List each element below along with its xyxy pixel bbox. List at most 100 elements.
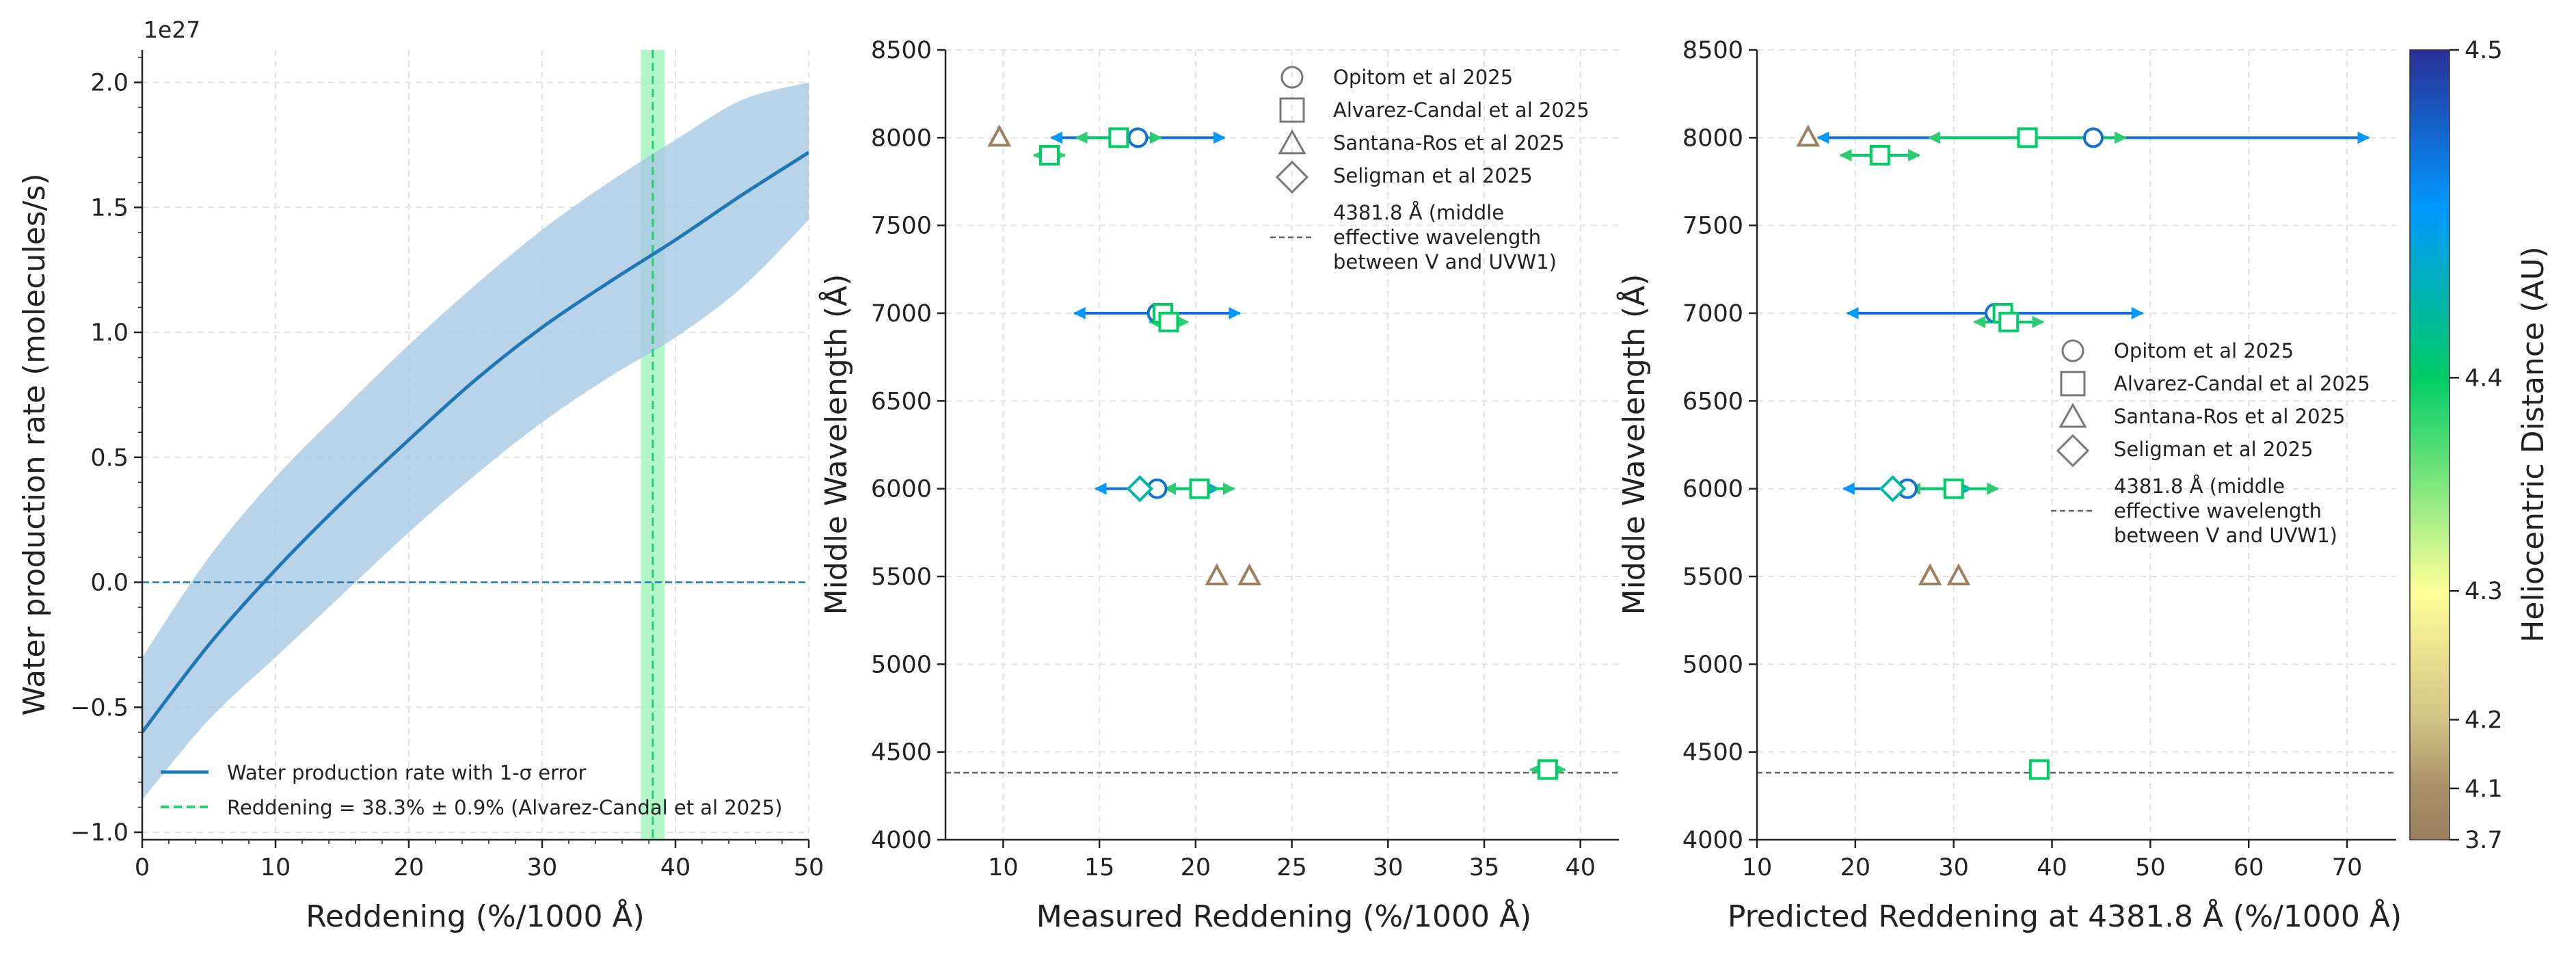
x-tick-label: 35 xyxy=(1469,854,1500,881)
marker-santana-ros xyxy=(1796,124,1821,147)
legend-circle-marker xyxy=(1280,66,1304,89)
colorbar-tick-label: 4.4 xyxy=(2465,364,2503,392)
panel1-legend: Water production rate with 1-σ error Red… xyxy=(161,761,782,819)
x-tick-label: 0 xyxy=(135,854,150,881)
panel-measured-reddening: 10 15 20 25 30 35 40 4000 4500 5000 5500 6000 6500 70… xyxy=(818,37,1619,934)
marker-santana-ros xyxy=(1946,563,1971,585)
legend-triangle-label: Santana-Ros et al 2025 xyxy=(2114,405,2346,428)
legend-triangle-label: Santana-Ros et al 2025 xyxy=(1333,131,1565,155)
colorbar-tick-label: 4.1 xyxy=(2465,775,2503,803)
y-tick-label: 0.5 xyxy=(90,444,129,472)
water-production-error-band xyxy=(142,82,809,800)
marker-santana-ros xyxy=(987,124,1012,147)
x-tick-label: 10 xyxy=(260,854,291,881)
marker-alvarez-candal xyxy=(1537,759,1558,780)
marker-opitom xyxy=(1127,127,1149,148)
legend-label-water: Water production rate with 1-σ error xyxy=(227,761,587,784)
x-tick-label: 50 xyxy=(794,854,824,881)
y-tick-label: −1.0 xyxy=(70,819,129,847)
panel2-ylabel: Middle Wavelength (Å) xyxy=(818,274,854,615)
y-tick-label: 4500 xyxy=(871,739,932,767)
y-tick-label: 6500 xyxy=(871,388,932,415)
y-tick-label: 7000 xyxy=(1682,300,1743,328)
y-tick-label: 2.0 xyxy=(90,70,129,97)
marker-alvarez-candal xyxy=(2028,759,2050,780)
y-tick-label: 7500 xyxy=(871,213,932,240)
marker-seligman xyxy=(1126,475,1154,503)
x-tick-label: 40 xyxy=(660,854,691,881)
water-production-curve xyxy=(142,150,809,734)
colorbar-tick-label: 4.5 xyxy=(2465,37,2503,64)
panel1-ylabel: Water production rate (molecules/s) xyxy=(17,173,52,715)
marker-alvarez-candal xyxy=(1038,145,1060,165)
panel1-xlabel: Reddening (%/1000 Å) xyxy=(306,898,645,934)
legend-refline-label-2: effective wavelength xyxy=(2114,499,2322,522)
y-tick-label: −0.5 xyxy=(70,694,129,721)
legend-diamond-marker xyxy=(2056,434,2090,468)
marker-opitom xyxy=(2082,127,2104,148)
legend-square-marker xyxy=(2060,371,2086,397)
colorbar-tick-label: 4.2 xyxy=(2465,706,2503,734)
panel2-legend: Opitom et al 2025 Alvarez-Candal et al 2… xyxy=(1270,66,1589,274)
legend-label-reddening: Reddening = 38.3% ± 0.9% (Alvarez-Candal… xyxy=(227,796,782,819)
x-tick-label: 30 xyxy=(1938,854,1969,881)
y-tick-label: 8000 xyxy=(1682,124,1743,152)
colorbar-tick-label: 4.3 xyxy=(2465,578,2503,605)
x-tick-label: 40 xyxy=(1565,854,1596,881)
legend-refline-label-2: effective wavelength xyxy=(1333,226,1541,249)
legend-triangle-marker xyxy=(1278,129,1306,155)
marker-alvarez-candal xyxy=(1108,127,1129,148)
y-tick-label: 1.0 xyxy=(90,319,129,347)
marker-santana-ros xyxy=(1205,563,1229,585)
panel3-axes: 10 20 30 40 50 60 70 4000 4500 5000 5500 6000 6500 70… xyxy=(1682,37,2396,881)
panel2-xlabel: Measured Reddening (%/1000 Å) xyxy=(1036,898,1531,934)
panel1-error-band xyxy=(142,50,809,840)
x-tick-label: 40 xyxy=(2037,854,2067,881)
panel3-xlabel: Predicted Reddening at 4381.8 Å (%/1000 … xyxy=(1728,898,2402,934)
legend-diamond-label: Seligman et al 2025 xyxy=(1333,164,1533,187)
y-tick-label: 6500 xyxy=(1682,388,1743,415)
y-tick-label: 1.5 xyxy=(90,194,129,222)
y-tick-label: 4500 xyxy=(1682,739,1743,767)
panel3-ylabel: Middle Wavelength (Å) xyxy=(1615,274,1652,615)
colorbar-ticks: 4.5 4.4 4.3 4.2 4.1 3.7 xyxy=(2450,37,2503,854)
y-tick-label: 4000 xyxy=(1682,827,1743,854)
legend-refline-label-3: between V and UVW1) xyxy=(2114,524,2337,547)
panel1-axes: 0 10 20 30 40 50 −1.0 −0.5 0.0 0.5 1.0 1.5 2.0 xyxy=(70,50,824,881)
y-tick-label: 5500 xyxy=(871,563,932,591)
x-tick-label: 10 xyxy=(988,854,1019,881)
marker-alvarez-candal xyxy=(1943,478,1964,499)
y-tick-label: 8000 xyxy=(871,124,932,152)
panel-water-production: 0 10 20 30 40 50−1.0−0.50.00.51.01.52.0 1e27 … xyxy=(17,16,824,934)
x-tick-label: 10 xyxy=(1742,854,1773,881)
colorbar-gradient xyxy=(2409,49,2450,840)
y-tick-label: 4000 xyxy=(871,827,932,854)
marker-santana-ros xyxy=(1237,563,1262,585)
panel1-multiplier: 1e27 xyxy=(144,16,200,43)
colorbar-tick-label: 3.7 xyxy=(2465,827,2503,854)
x-tick-label: 25 xyxy=(1276,854,1307,881)
y-tick-label: 8500 xyxy=(871,37,932,64)
x-tick-label: 30 xyxy=(1373,854,1404,881)
legend-refline-label-3: between V and UVW1) xyxy=(1333,250,1557,274)
x-tick-label: 30 xyxy=(527,854,558,881)
marker-alvarez-candal xyxy=(1998,311,2020,332)
legend-refline-label-1: 4381.8 Å (middle xyxy=(1333,201,1504,224)
colorbar-label: Heliocentric Distance (AU) xyxy=(2516,246,2551,642)
y-tick-label: 5000 xyxy=(1682,651,1743,678)
marker-alvarez-candal xyxy=(1189,478,1210,499)
x-tick-label: 50 xyxy=(2135,854,2166,881)
marker-alvarez-candal xyxy=(2017,127,2038,148)
y-tick-label: 5500 xyxy=(1682,563,1743,591)
x-tick-label: 20 xyxy=(394,854,425,881)
y-tick-label: 6000 xyxy=(1682,476,1743,503)
marker-seligman xyxy=(1879,475,1907,503)
panel2-points xyxy=(987,124,1566,780)
panel3-points xyxy=(1796,124,2370,780)
legend-triangle-marker xyxy=(2058,402,2087,428)
legend-diamond-label: Seligman et al 2025 xyxy=(2114,438,2313,461)
x-tick-label: 20 xyxy=(1181,854,1211,881)
colorbar: 4.5 4.4 4.3 4.2 4.1 3.7 Heliocentric Distance… xyxy=(2409,37,2551,854)
legend-refline-label-1: 4381.8 Å (middle xyxy=(2114,475,2285,498)
